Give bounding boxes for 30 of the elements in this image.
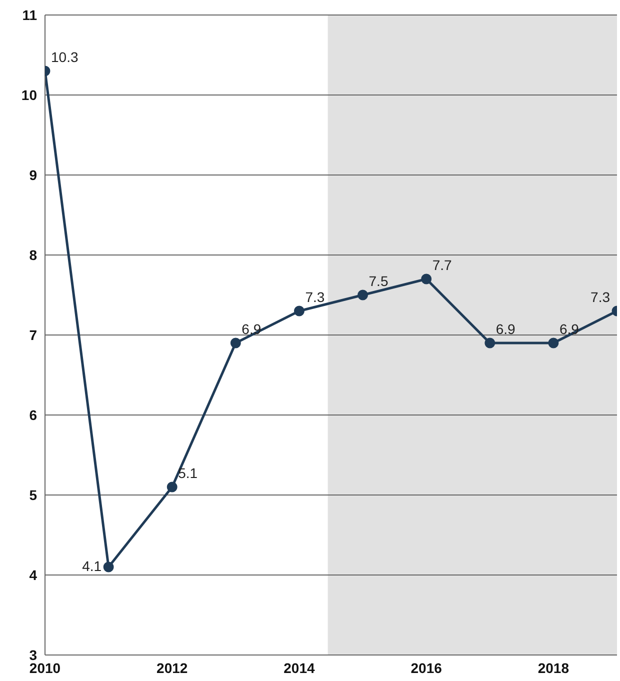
- data-label: 10.3: [51, 49, 78, 65]
- y-tick-label: 11: [22, 6, 38, 23]
- x-tick-label: 2016: [410, 660, 442, 676]
- point: [358, 290, 368, 300]
- data-label: 6.9: [496, 321, 516, 337]
- point: [548, 338, 559, 348]
- x-tick-label: 2012: [156, 660, 188, 676]
- data-label: 7.5: [368, 273, 388, 289]
- y-tick-label: 6: [29, 406, 38, 423]
- data-label: 7.7: [432, 257, 452, 273]
- point: [103, 562, 114, 572]
- y-tick-label: 4: [29, 566, 38, 583]
- data-label: 7.3: [305, 289, 325, 305]
- y-tick-label: 7: [29, 326, 38, 343]
- point: [484, 338, 496, 348]
- y-tick-label: 5: [29, 486, 38, 503]
- point: [166, 482, 178, 492]
- data-label: 7.3: [590, 289, 610, 305]
- y-tick-label: 10: [21, 86, 38, 103]
- data-label: 6.9: [559, 321, 580, 337]
- y-tick-label: 9: [29, 166, 38, 183]
- x-tick-label: 2014: [284, 660, 316, 676]
- x-tick-label: 2018: [538, 660, 570, 676]
- data-label: 5.1: [178, 465, 198, 481]
- point: [294, 306, 304, 316]
- y-tick-label: 8: [29, 246, 38, 263]
- point: [230, 338, 241, 348]
- point: [421, 274, 432, 284]
- data-label: 6.9: [242, 321, 262, 337]
- data-label: 4.1: [82, 558, 102, 574]
